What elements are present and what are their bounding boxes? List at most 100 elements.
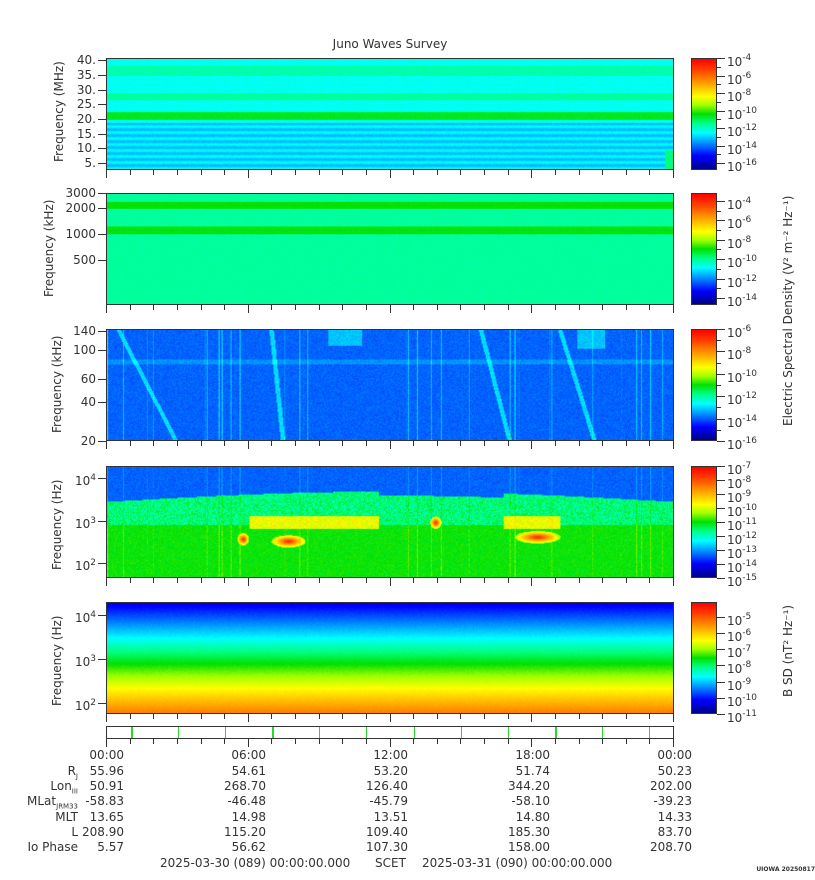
- x-tick: [413, 170, 415, 175]
- spectrogram-panel-4: [106, 466, 674, 578]
- x-tick: [578, 714, 580, 719]
- colorbar-tick: [717, 119, 721, 121]
- x-tick: [578, 739, 580, 744]
- coverage-mark: [555, 727, 558, 738]
- exponent: 4: [90, 610, 96, 621]
- x-tick: [625, 170, 627, 175]
- x-tick: [649, 441, 651, 446]
- y-tick-label: 100: [73, 343, 96, 357]
- colorbar-tick: [717, 288, 721, 290]
- colorbar-major-tick: [717, 578, 725, 579]
- x-tick: [247, 441, 249, 449]
- x-tick: [365, 170, 367, 175]
- y-tick: [98, 401, 106, 403]
- exponent: 3: [90, 654, 96, 665]
- x-tick: [460, 305, 462, 310]
- exponent: -10: [742, 503, 757, 513]
- y-tick-label: 20.: [76, 111, 96, 126]
- y-tick-label: 30.: [76, 82, 96, 97]
- colorbar-major-tick: [717, 259, 725, 261]
- colorbar-tick: [717, 249, 721, 251]
- x-tick: [106, 714, 107, 722]
- colorbar-major-tick: [717, 665, 725, 667]
- x-tick: [176, 441, 178, 446]
- colorbar-major-tick: [717, 494, 725, 495]
- colorbar-major-tick: [717, 163, 725, 164]
- exponent: -14: [742, 559, 757, 569]
- x-tick: [649, 578, 651, 583]
- x-tick: [460, 170, 462, 175]
- y-tick: [98, 234, 106, 236]
- colorbar-tick: [717, 429, 721, 431]
- ephemeris-value: 126.40: [366, 779, 408, 794]
- colorbar-major-tick: [717, 220, 725, 222]
- colorbar-tick-label: 10-12: [727, 123, 757, 139]
- colorbar-major-tick: [717, 616, 725, 618]
- colorbar-tick-label: 10-5: [727, 611, 752, 628]
- x-tick: [271, 170, 273, 175]
- x-tick: [106, 578, 107, 586]
- x-tick: [247, 739, 249, 747]
- exponent: -4: [742, 53, 752, 63]
- x-tick: [153, 578, 155, 583]
- colorbar-major-tick: [717, 239, 725, 241]
- y-axis-label: Frequency (Hz): [50, 479, 64, 571]
- exponent: -8: [742, 346, 752, 357]
- colorbar-major-tick: [717, 58, 725, 59]
- x-tick: [578, 578, 580, 583]
- colorbar-5: [691, 602, 717, 714]
- y-tick: [98, 378, 106, 380]
- y-tick-label: 60: [80, 371, 96, 386]
- colorbar-major-tick: [717, 351, 725, 353]
- x-tick: [389, 441, 391, 449]
- x-tick: [224, 441, 226, 446]
- x-tick: [200, 170, 202, 175]
- x-tick: [129, 578, 131, 583]
- x-tick: [436, 714, 438, 719]
- x-tick: [153, 739, 155, 744]
- x-tick: [436, 305, 438, 310]
- x-tick: [176, 170, 178, 175]
- colorbar-major-tick: [717, 93, 725, 94]
- x-tick: [625, 305, 627, 310]
- colorbar-major-tick: [717, 298, 725, 300]
- colorbar-tick: [717, 101, 721, 103]
- x-tick: [578, 170, 580, 175]
- y-tick-label: 5.: [84, 155, 96, 170]
- x-tick: [318, 170, 320, 175]
- x-tick: [625, 714, 627, 719]
- ephemeris-row-label: MLatJRM33: [27, 794, 78, 811]
- x-tick: [554, 714, 556, 719]
- coverage-mark: [507, 727, 509, 738]
- x-tick: [389, 305, 391, 313]
- x-tick: [176, 739, 178, 744]
- colorbar-tick-label: 10-12: [727, 391, 757, 408]
- exponent: 2: [90, 558, 96, 569]
- ephemeris-value: 14.80: [515, 809, 550, 824]
- x-tick: [389, 170, 391, 178]
- x-tick: [460, 441, 462, 446]
- time-tick-label: 00:00: [657, 748, 692, 762]
- footer-scet: SCET: [375, 856, 406, 870]
- x-tick: [673, 739, 674, 747]
- y-tick: [98, 118, 106, 120]
- coverage-mark: [602, 727, 604, 738]
- subscript: J: [75, 772, 78, 781]
- x-tick: [247, 578, 249, 586]
- y-tick: [98, 148, 106, 150]
- ephemeris-row-label: LonIII: [50, 779, 78, 796]
- x-tick: [673, 578, 674, 586]
- colorbar-tick-label: 10-10: [727, 254, 757, 271]
- colorbar-major-tick: [717, 200, 725, 202]
- x-tick: [106, 739, 107, 747]
- x-tick: [318, 714, 320, 719]
- time-tick-label: 00:00: [89, 748, 124, 762]
- x-tick: [484, 739, 485, 744]
- ephemeris-value: 54.61: [231, 764, 266, 778]
- time-tick-label: 06:00: [231, 748, 266, 762]
- colorbar-tick-label: 10-6: [727, 215, 752, 232]
- y-tick-label: 104: [74, 610, 96, 626]
- colorbar-tick: [717, 362, 721, 364]
- x-tick: [342, 305, 344, 310]
